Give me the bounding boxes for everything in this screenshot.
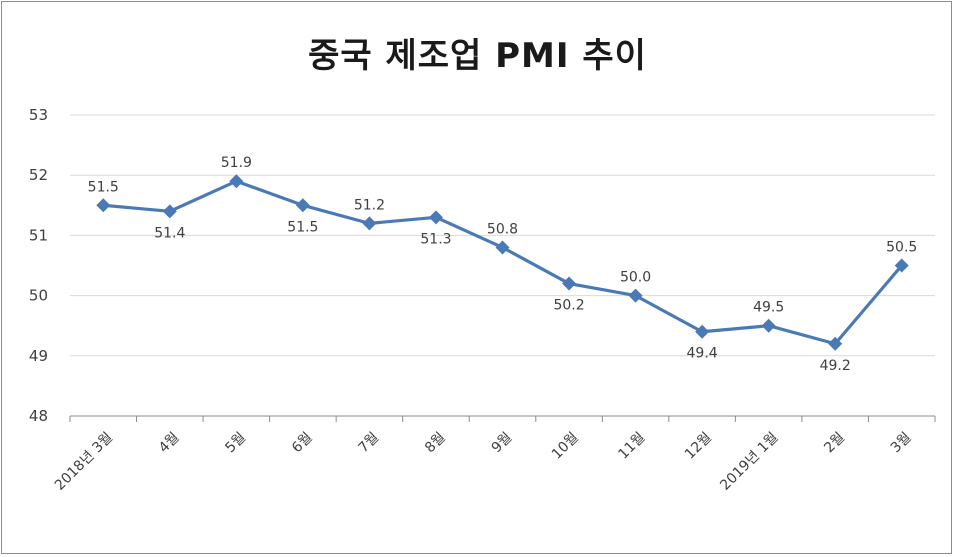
data-label: 50.2 (553, 298, 584, 314)
data-label: 51.9 (221, 155, 252, 171)
data-point-marker (428, 210, 443, 225)
x-tick-label: 3월 (888, 430, 915, 457)
data-label: 51.5 (287, 219, 318, 235)
x-axis-ticks: 2018년 3월 4월 5월 6월 7월 8월 9월 10월 11월 12월 2019년 1월 2월 3… (52, 430, 915, 494)
y-tick-label: 48 (29, 407, 48, 425)
data-point-marker (828, 336, 843, 351)
x-tick-label: 10월 (549, 430, 582, 463)
data-label: 51.5 (88, 179, 119, 195)
x-axis (69, 415, 936, 422)
x-tick-label: 2019년 1월 (717, 430, 781, 494)
data-label: 51.2 (354, 197, 385, 213)
markers-group (96, 174, 909, 351)
y-tick-label: 52 (29, 166, 48, 184)
data-label: 51.4 (154, 225, 185, 241)
x-tick-label: 12월 (682, 430, 715, 463)
data-point-marker (362, 216, 377, 231)
data-point-marker (894, 258, 909, 273)
gridlines (70, 114, 935, 357)
data-point-marker (562, 276, 577, 291)
y-tick-label: 53 (29, 106, 48, 124)
data-label: 50.5 (886, 240, 917, 256)
x-tick-label: 7월 (356, 430, 383, 457)
data-label: 50.8 (487, 221, 518, 237)
data-point-marker (229, 174, 244, 189)
data-label: 50.0 (620, 270, 651, 286)
chart-title: 중국 제조업 PMI 추이 (308, 36, 647, 76)
x-tick-label: 2월 (821, 430, 848, 457)
x-tick-label: 8월 (422, 430, 449, 457)
data-point-marker (162, 204, 177, 219)
data-label: 49.4 (687, 346, 718, 362)
data-point-marker (96, 198, 111, 213)
x-tick-label: 11월 (615, 430, 648, 463)
data-point-marker (761, 318, 776, 333)
data-label: 49.2 (820, 358, 851, 374)
data-point-marker (628, 288, 643, 303)
y-tick-label: 51 (29, 226, 48, 244)
data-point-marker (495, 240, 510, 255)
y-tick-label: 50 (29, 287, 48, 305)
data-labels-group: 51.5 51.4 51.9 51.5 51.2 51.3 50.8 50.2 50.0 49.4… (88, 155, 918, 374)
x-tick-label: 5월 (222, 430, 249, 457)
x-tick-label: 2018년 3월 (52, 430, 116, 494)
y-tick-label: 49 (29, 347, 48, 365)
series-group (103, 179, 903, 346)
x-tick-label: 6월 (289, 430, 316, 457)
data-point-marker (295, 198, 310, 213)
data-point-marker (695, 324, 710, 339)
x-tick-label: 9월 (489, 430, 516, 457)
data-label: 51.3 (420, 231, 451, 247)
x-tick-label: 4월 (156, 430, 183, 457)
series-line (103, 179, 903, 346)
data-label: 49.5 (753, 300, 784, 316)
y-axis-ticks: 48 49 50 51 52 53 (29, 106, 48, 425)
